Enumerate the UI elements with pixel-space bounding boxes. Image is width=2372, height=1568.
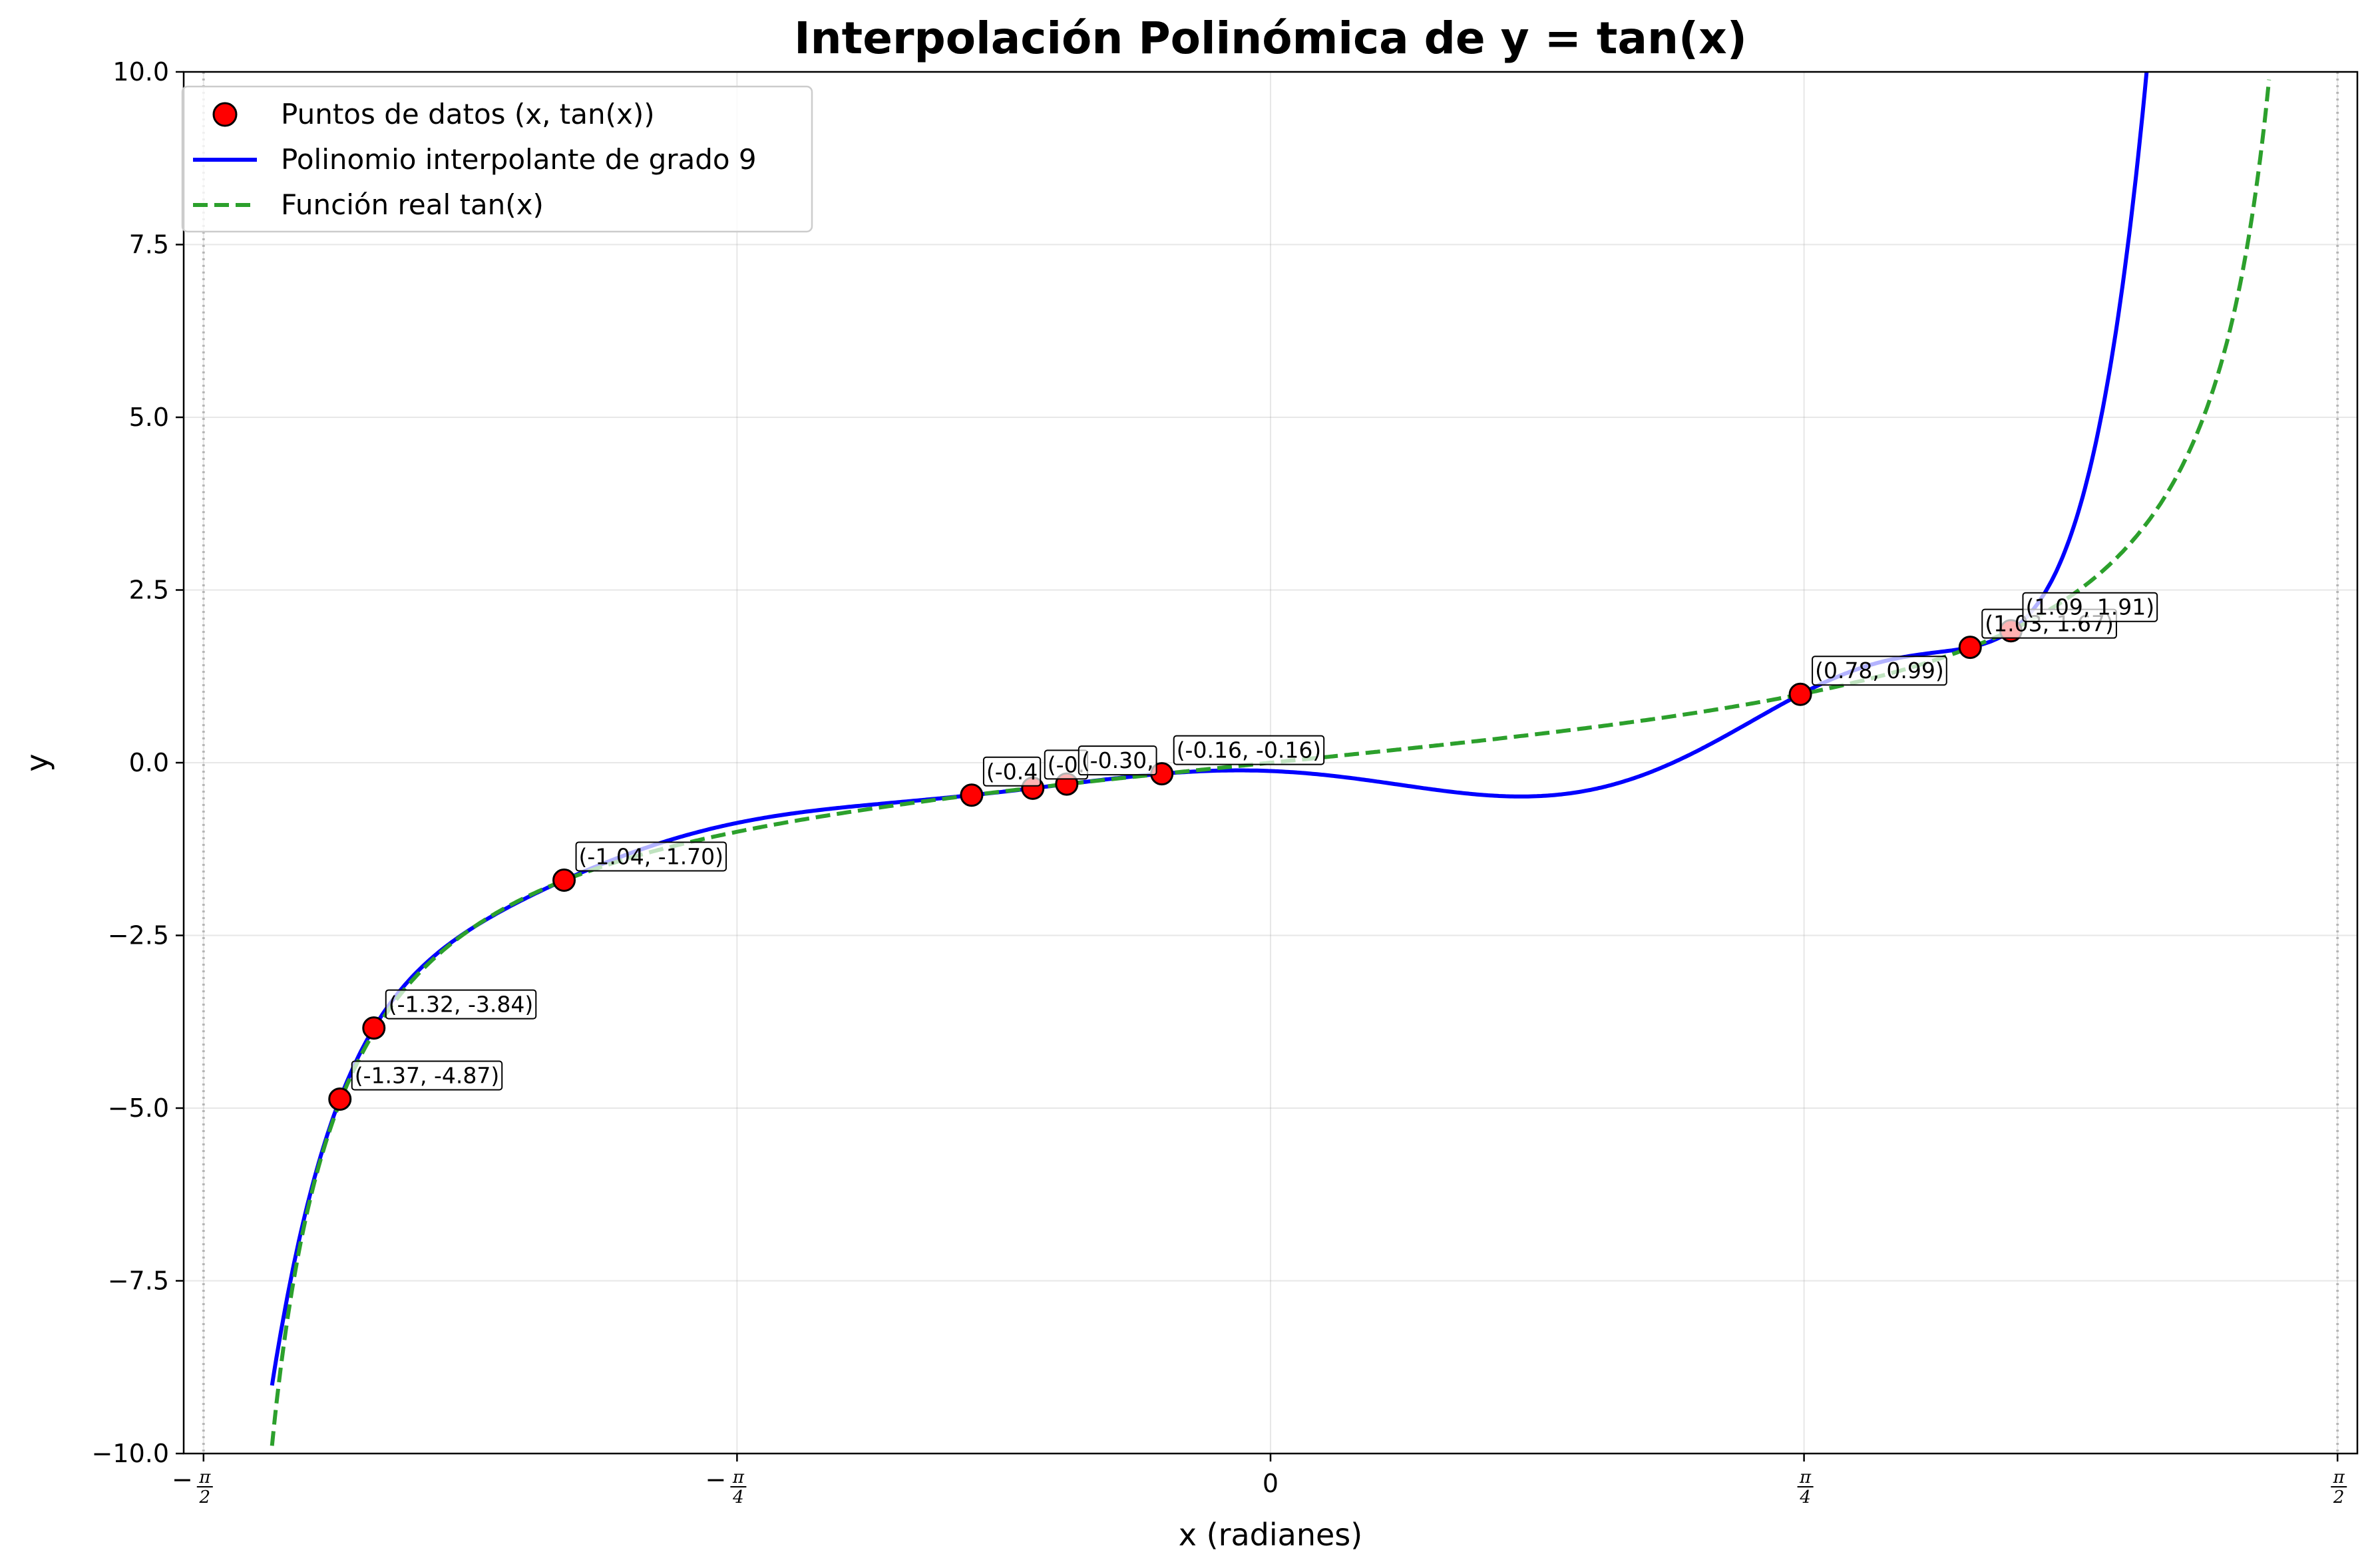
legend-entry-0: Puntos de datos (x, tan(x)) <box>212 98 655 130</box>
annotation-box <box>1812 656 1947 686</box>
point-annotation-6: (-0.16, -0.16) <box>1173 735 1325 765</box>
annotation-box <box>1173 735 1325 765</box>
y-tick-label-4: 0.0 <box>129 748 169 777</box>
annotation-box <box>982 756 1042 787</box>
y-axis-ticks: 10.0 7.5 5.0 2.5 0.0 −2.5 −5.0 −7.5 −10.0 <box>92 57 184 1468</box>
y-tick-label-3: 2.5 <box>129 576 169 605</box>
y-tick-label-2: 5.0 <box>129 403 169 432</box>
data-point-2 <box>552 868 576 892</box>
y-tick-label-8: −10.0 <box>92 1439 169 1468</box>
x-tick-label-1: − π4 <box>705 1465 747 1507</box>
annotation-box <box>1078 745 1157 776</box>
annotation-label: (1.09, 1.91) <box>2025 594 2154 620</box>
y-tick-label-7: −7.5 <box>108 1267 169 1296</box>
annotation-label: (-1.04, -1.70) <box>579 843 724 869</box>
point-annotations: (-1.37, -4.87) (-1.32, -3.84) (-1.04, -1.7… <box>351 592 2158 1091</box>
legend-label: Función real tan(x) <box>281 188 544 221</box>
annotation-label: (-1.37, -4.87) <box>355 1063 500 1089</box>
legend: Puntos de datos (x, tan(x)) Polinomio int… <box>181 85 813 233</box>
x-tick-numerator: π <box>732 1468 745 1487</box>
x-tick-numerator: π <box>2333 1468 2345 1487</box>
x-tick-denominator: 2 <box>199 1487 211 1507</box>
x-tick-numerator: π <box>198 1468 211 1487</box>
data-point-0 <box>328 1087 352 1111</box>
data-point-3 <box>960 783 984 807</box>
vertical-reference-lines <box>202 72 2339 1454</box>
legend-label: Puntos de datos (x, tan(x)) <box>281 98 655 130</box>
x-tick-label-4: π2 <box>2331 1468 2347 1507</box>
chart-title: Interpolación Polinómica de y = tan(x) <box>794 13 1747 64</box>
legend-label: Polinomio interpolante de grado 9 <box>281 143 757 176</box>
y-tick-label-1: 7.5 <box>129 230 169 260</box>
x-axis-label: x (radianes) <box>1179 1517 1362 1553</box>
legend-entry-1: Polinomio interpolante de grado 9 <box>193 143 757 176</box>
annotation-box <box>2022 592 2158 622</box>
y-tick-label-5: −2.5 <box>108 921 169 950</box>
legend-marker <box>212 102 238 127</box>
point-annotation-7: (0.78, 0.99) <box>1812 656 1947 686</box>
x-tick-label-3: π4 <box>1797 1468 1814 1507</box>
annotation-box <box>575 841 727 872</box>
x-tick-denominator: 4 <box>1799 1487 1811 1507</box>
x-tick-denominator: 4 <box>732 1487 744 1507</box>
x-tick-numerator: π <box>1799 1468 1812 1487</box>
data-point-7 <box>1788 682 1812 706</box>
annotation-label: (0.78, 0.99) <box>1815 658 1944 684</box>
point-annotation-2: (-1.04, -1.70) <box>575 841 727 872</box>
y-axis-label: y <box>19 753 55 771</box>
x-tick-sign: − <box>172 1465 193 1494</box>
annotation-box <box>351 1060 503 1091</box>
point-annotation-5: (-0.30, <box>1078 745 1157 776</box>
x-tick-denominator: 2 <box>2333 1487 2345 1507</box>
y-tick-label-6: −5.0 <box>108 1093 169 1123</box>
point-annotation-0: (-1.37, -4.87) <box>351 1060 503 1091</box>
x-tick-label-0: − π2 <box>172 1465 213 1507</box>
legend-entry-2: Función real tan(x) <box>193 188 544 221</box>
data-point-8 <box>1958 636 1982 660</box>
data-point-1 <box>362 1016 386 1040</box>
annotation-label: (-0.4 <box>986 759 1038 785</box>
annotation-label: (-0.30, <box>1082 747 1154 773</box>
x-tick-sign: − <box>705 1465 727 1494</box>
annotation-label: (-0.16, -0.16) <box>1177 737 1322 763</box>
legend-box <box>181 85 813 233</box>
point-annotation-3: (-0.4 <box>982 756 1042 787</box>
y-tick-label-0: 10.0 <box>112 57 169 87</box>
x-tick-text: 0 <box>1263 1469 1279 1498</box>
annotation-box <box>385 989 537 1020</box>
annotation-label: (-1.32, -3.84) <box>389 992 534 1018</box>
point-annotation-1: (-1.32, -3.84) <box>385 989 537 1020</box>
point-annotation-9: (1.09, 1.91) <box>2022 592 2158 622</box>
x-tick-label-2: 0 <box>1263 1469 1279 1498</box>
